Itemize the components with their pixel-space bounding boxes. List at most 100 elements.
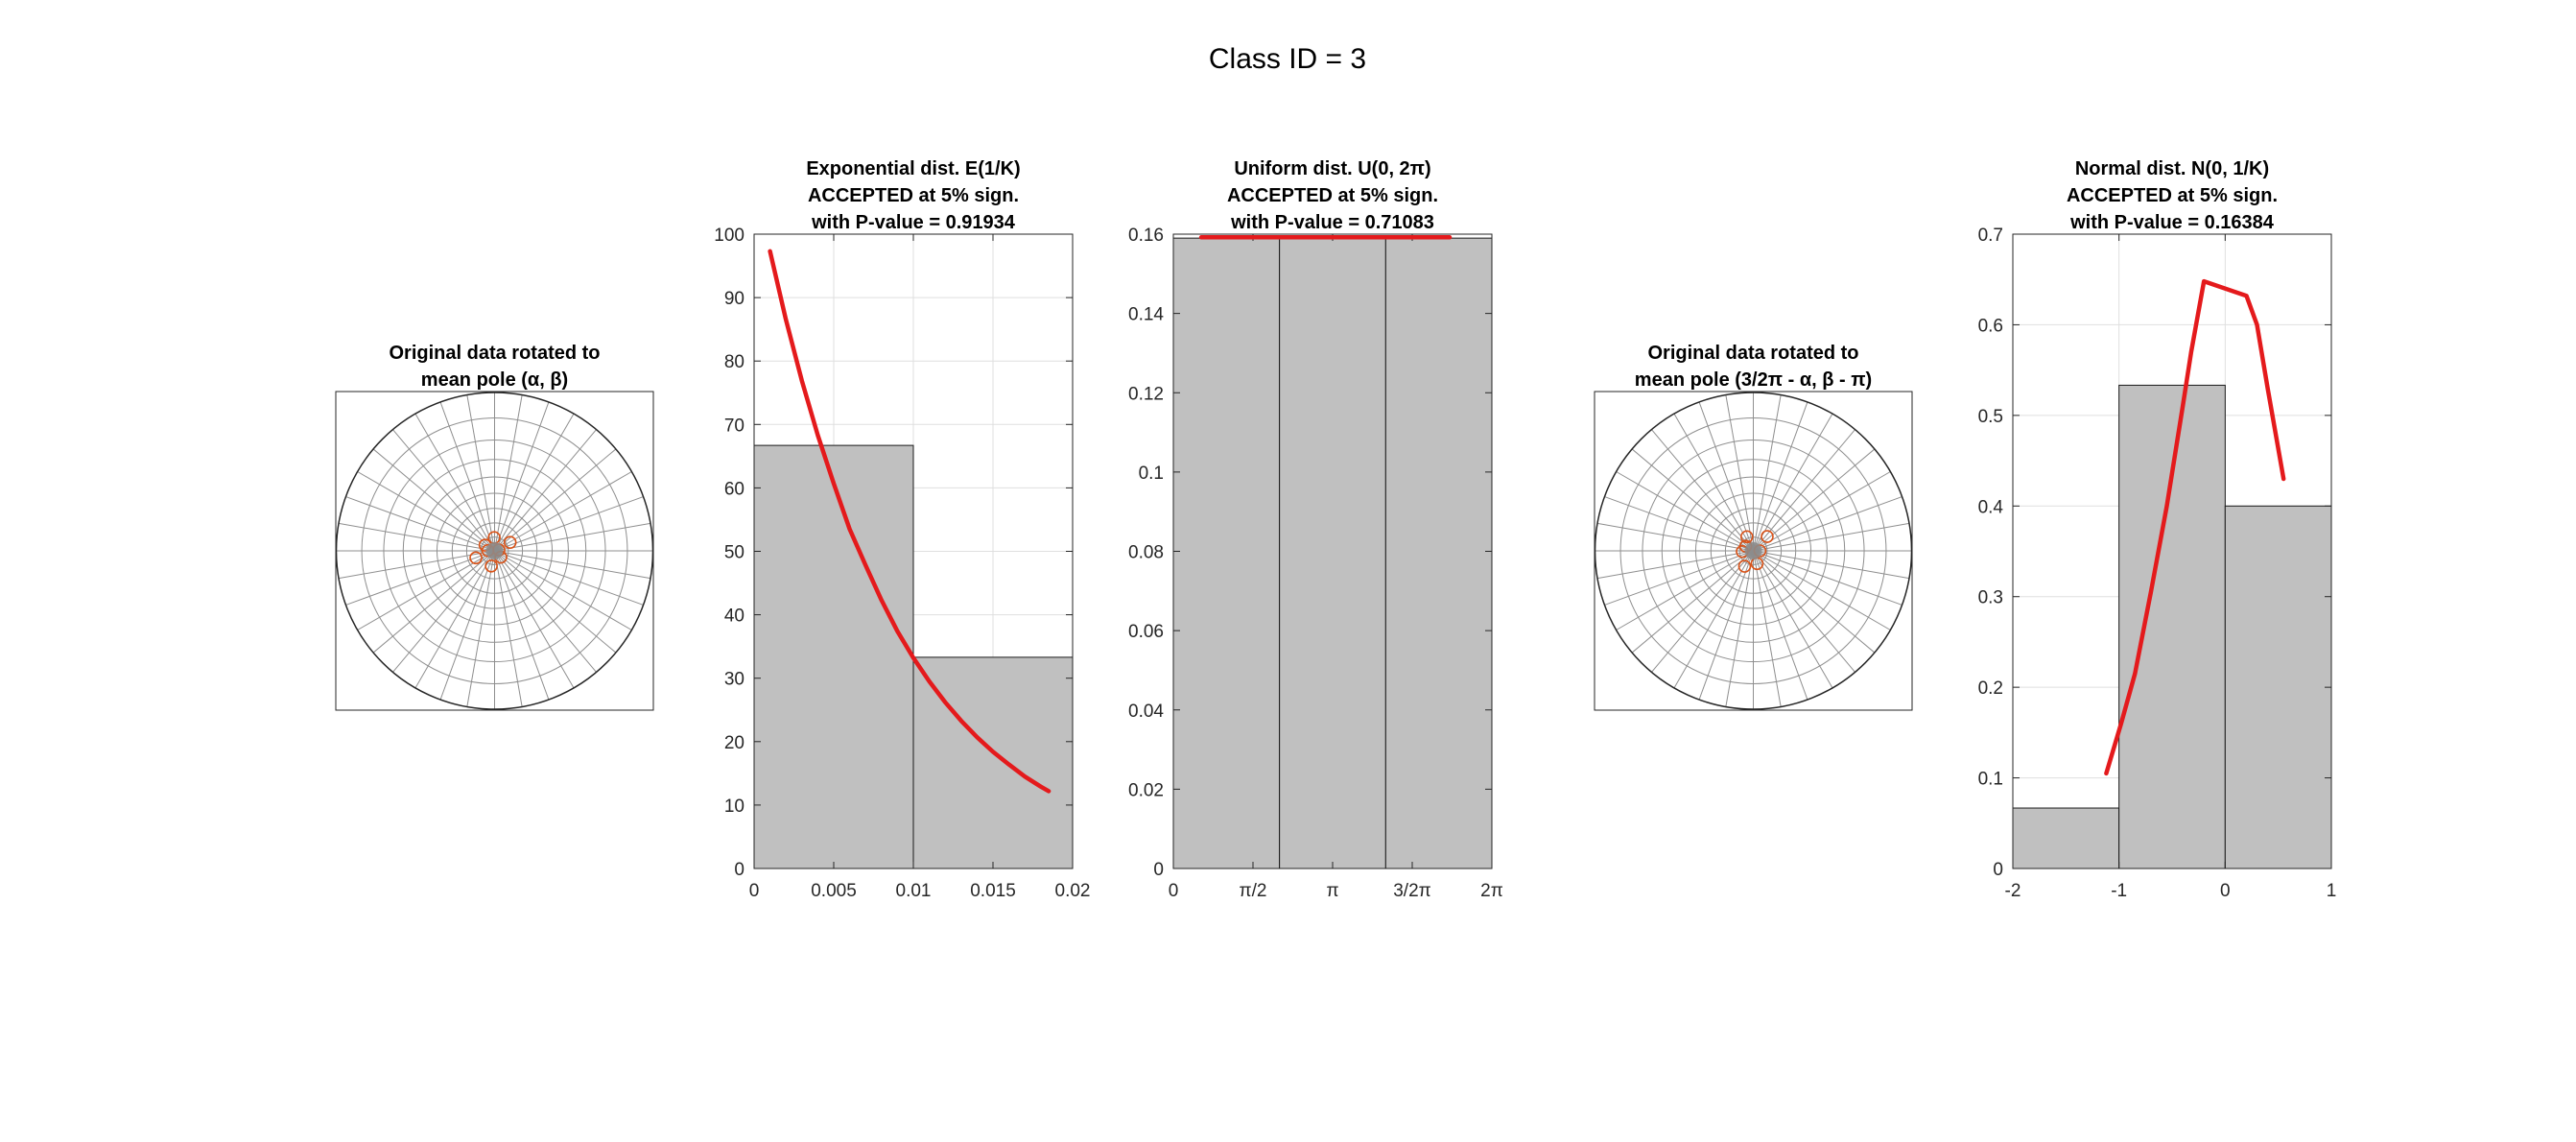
polar-grid-radial [466,550,495,707]
y-tick-label: 0 [734,860,744,880]
polar-grid-radial [494,550,523,707]
x-tick-label: 1 [2327,881,2337,901]
x-tick-label: π [1326,881,1338,901]
y-tick-label: 40 [724,607,744,627]
mean-pole-marker [485,542,504,559]
polar-grid-radial [1698,401,1754,552]
exponential-distribution-histogram: Exponential dist. E(1/K) ACCEPTED at 5% s… [714,158,1090,901]
polar-grid-radial [439,550,495,701]
polar-grid-radial [494,550,617,654]
polar-title-line: Original data rotated to [1647,343,1858,364]
polar-title-line: mean pole (3/2π - α, β - π) [1635,369,1872,391]
polar-grid-radial [414,413,495,552]
x-tick-label: 2π [1480,881,1503,901]
histogram-bar [753,444,914,869]
polar-grid-radial [1616,550,1754,630]
x-tick-label: 0 [1169,881,1179,901]
polar-grid-radial [372,448,495,552]
y-tick-label: 0.3 [1978,588,2003,608]
y-tick-label: 50 [724,543,744,563]
polar-grid-radial [1753,401,1808,552]
polar-grid-radial [1604,550,1754,606]
polar-grid-radial [494,429,597,552]
polar-grid-radial [1725,550,1754,707]
y-tick-label: 0.02 [1128,780,1164,800]
polar-grid-radial [494,401,550,552]
polar-grid-radial [1631,448,1754,552]
polar-grid-radial [494,448,617,552]
fitted-distribution-line [2104,278,2286,776]
y-tick-label: 0.06 [1128,622,1164,642]
x-tick-label: π/2 [1240,881,1267,901]
x-tick-label: 0 [2220,881,2231,901]
histogram-bar [1279,237,1386,869]
normal-distribution-histogram: Normal dist. N(0, 1/K) ACCEPTED at 5% sig… [1978,158,2337,901]
x-tick-label: 0.01 [896,881,932,901]
polar-title-line: Original data rotated to [389,343,600,364]
chart-title-line: Uniform dist. U(0, 2π) [1234,158,1430,179]
x-tick-label: 0.015 [970,881,1016,901]
y-tick-label: 0 [1993,860,2003,880]
polar-grid-radial [466,394,495,552]
y-tick-label: 0.1 [1978,770,2003,790]
y-tick-label: 0.2 [1978,678,2003,699]
polar-grid-radial [1596,550,1754,580]
polar-grid-radial [1753,496,1902,552]
axes-box [2012,233,2332,869]
y-tick-label: 60 [724,479,744,499]
polar-outer-circle [335,392,654,710]
polar-grid-radial [1753,429,1855,552]
polar-grid-radial [1753,550,1855,673]
histogram-bar [2118,384,2226,869]
x-tick-label: 3/2π [1393,881,1431,901]
y-tick-label: 0.1 [1139,464,1164,484]
fitted-distribution-line [768,249,1052,794]
polar-grid-radial [1753,471,1891,552]
mean-pole-marker [1744,542,1762,559]
polar-grid-radial [494,550,651,580]
polar-grid-radial [1673,550,1754,689]
polar-grid-radial [392,429,495,552]
histogram-bar [1384,237,1493,869]
y-tick-label: 100 [714,226,744,246]
y-tick-label: 0.14 [1128,305,1164,325]
y-tick-label: 0.12 [1128,384,1164,404]
polar-grid-radial [338,522,495,552]
polar-grid-radial [439,401,495,552]
chart-title-line: ACCEPTED at 5% sign. [808,185,1019,206]
polar-grid-radial [1753,550,1833,689]
polar-grid-radial [494,522,651,552]
polar-grid-radial [1753,394,1782,552]
chart-title-line: with P-value = 0.91934 [811,212,1016,233]
polar-grid-radial [372,550,495,654]
y-tick-label: 30 [724,670,744,690]
chart-title-line: ACCEPTED at 5% sign. [1227,185,1438,206]
polar-grid-radial [494,550,597,673]
polar-grid-radial [1616,471,1754,552]
polar-grid-radial [1753,413,1833,552]
x-tick-label: 0 [749,881,760,901]
polar-grid-radial [392,550,495,673]
polar-grid-radial [1753,550,1891,630]
polar-grid-radial [345,496,495,552]
data-point-marker [503,535,517,549]
y-tick-label: 20 [724,733,744,753]
histogram-bar [2224,505,2332,869]
y-tick-label: 0.04 [1128,702,1164,722]
x-tick-label: -1 [2111,881,2127,901]
polar-grid-radial [357,471,495,552]
y-tick-label: 0.08 [1128,543,1164,563]
polar-grid-radial [1698,550,1754,701]
data-point-marker [1761,530,1774,543]
polar-grid-radial [494,550,644,606]
polar-grid-radial [338,550,495,580]
x-tick-label: 0.005 [811,881,857,901]
y-tick-label: 10 [724,797,744,817]
polar-grid-radial [1753,550,1782,707]
polar-grid-radial [494,496,644,552]
data-point-marker [1739,530,1754,544]
histogram-bar [2012,807,2120,869]
polar-grid-radial [1673,413,1754,552]
polar-grid-radial [1631,550,1754,654]
data-point-marker [484,559,498,573]
